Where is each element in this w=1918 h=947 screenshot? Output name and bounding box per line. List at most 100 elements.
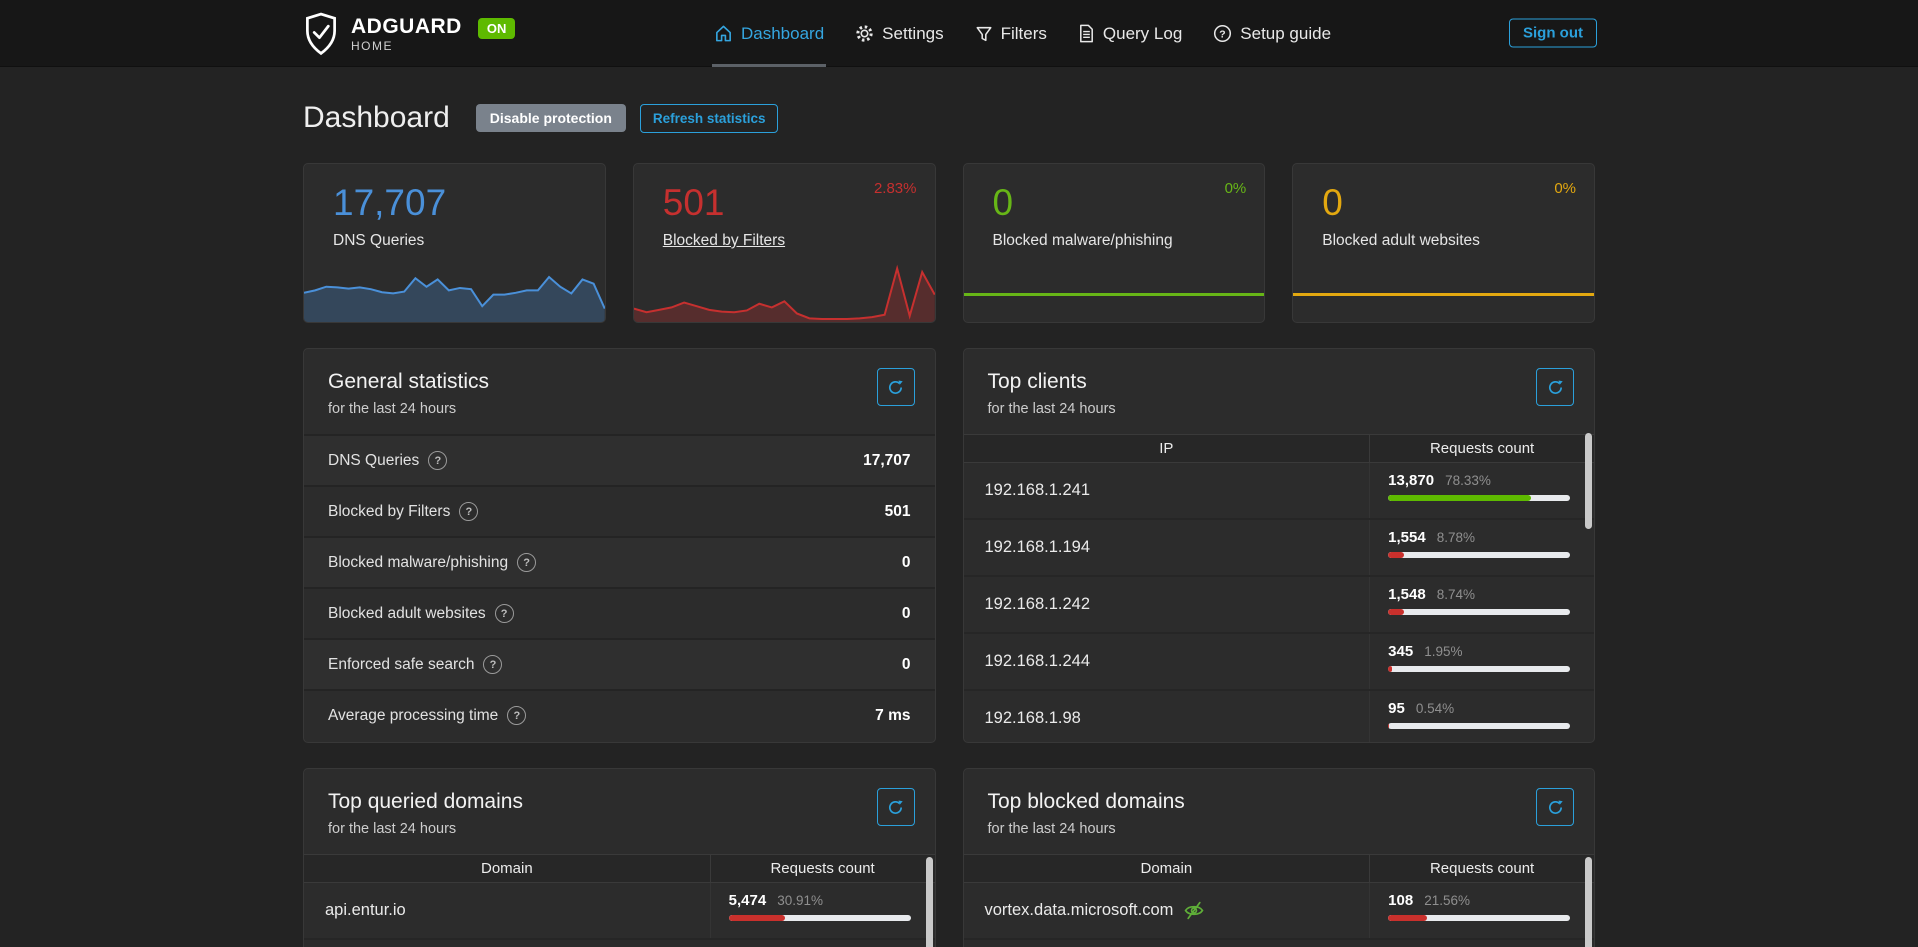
client-ip[interactable]: 192.168.1.244 bbox=[984, 652, 1091, 670]
progress-bar bbox=[1388, 915, 1570, 921]
panel-subtitle: for the last 24 hours bbox=[987, 401, 1116, 417]
help-circle-icon: ? bbox=[1214, 24, 1232, 43]
panel-title: Top blocked domains bbox=[987, 790, 1185, 813]
panel-title: General statistics bbox=[328, 370, 490, 393]
stat-label: DNS Queries bbox=[328, 451, 420, 469]
brand-name: ADGUARD bbox=[351, 14, 462, 38]
domain-name[interactable]: vortex.data.microsoft.com bbox=[984, 901, 1174, 919]
column-header-requests[interactable]: Requests count bbox=[1429, 440, 1535, 457]
refresh-panel-button[interactable] bbox=[876, 368, 915, 406]
help-icon[interactable]: ? bbox=[428, 451, 448, 470]
domain-name[interactable]: api.entur.io bbox=[325, 901, 406, 919]
top-blocked-table: vortex.data.microsoft.com 108 21.56% bbox=[963, 883, 1594, 940]
requests-count: 5,474 bbox=[728, 892, 767, 909]
nav-item-settings[interactable]: Settings bbox=[853, 0, 945, 67]
top-queried-table: api.entur.io 5,474 30.91% bbox=[304, 883, 935, 940]
scrollbar-thumb[interactable] bbox=[1585, 433, 1592, 529]
refresh-icon bbox=[1548, 800, 1563, 814]
stat-value: 0 bbox=[901, 604, 911, 622]
column-header-ip[interactable]: IP bbox=[964, 435, 1371, 462]
requests-percent: 1.95% bbox=[1424, 644, 1463, 659]
table-row: 192.168.1.244 345 1.95% bbox=[963, 634, 1594, 691]
nav-label: Setup guide bbox=[1240, 23, 1332, 43]
panel-subtitle: for the last 24 hours bbox=[328, 401, 457, 417]
tracker-blocked-icon[interactable] bbox=[1183, 901, 1205, 920]
progress-bar bbox=[1388, 552, 1570, 558]
requests-percent: 30.91% bbox=[777, 893, 824, 908]
refresh-icon bbox=[888, 800, 903, 814]
protection-status-badge: ON bbox=[477, 18, 516, 39]
top-queried-domains-panel: Top queried domains for the last 24 hour… bbox=[303, 768, 936, 947]
requests-count: 1,554 bbox=[1388, 529, 1426, 546]
stat-value: 0 bbox=[901, 553, 911, 571]
client-ip[interactable]: 192.168.1.242 bbox=[984, 595, 1091, 613]
stat-row: Enforced safe search? 0 bbox=[304, 638, 935, 689]
stat-label: Blocked by Filters bbox=[328, 502, 451, 520]
client-ip[interactable]: 192.168.1.98 bbox=[984, 709, 1081, 727]
help-icon[interactable]: ? bbox=[494, 604, 514, 623]
stat-cards-row: 17,707 DNS Queries 501 Blocked by Filter… bbox=[303, 163, 1595, 323]
scrollbar-thumb[interactable] bbox=[1585, 857, 1592, 947]
requests-percent: 8.78% bbox=[1436, 530, 1475, 545]
requests-count: 13,870 bbox=[1388, 472, 1435, 489]
table-header: Domain Requests count bbox=[963, 854, 1594, 883]
table-header: Domain Requests count bbox=[304, 854, 935, 883]
client-ip[interactable]: 192.168.1.241 bbox=[984, 481, 1091, 499]
table-row: 192.168.1.242 1,548 8.74% bbox=[963, 577, 1594, 634]
disable-protection-button[interactable]: Disable protection bbox=[475, 104, 626, 132]
column-header-requests[interactable]: Requests count bbox=[1429, 860, 1535, 877]
nav-label: Dashboard bbox=[741, 23, 825, 43]
card-blocked-adult: 0 Blocked adult websites 0% bbox=[1292, 163, 1595, 323]
blocked-filters-sparkline bbox=[633, 258, 935, 322]
progress-bar bbox=[1388, 666, 1570, 672]
stat-row: DNS Queries? 17,707 bbox=[304, 434, 935, 485]
panel-subtitle: for the last 24 hours bbox=[987, 821, 1116, 837]
adguard-logo[interactable]: ADGUARD HOME ON bbox=[303, 0, 516, 67]
requests-count: 95 bbox=[1388, 700, 1405, 717]
card-blocked-malware: 0 Blocked malware/phishing 0% bbox=[962, 163, 1266, 323]
panel-title: Top queried domains bbox=[328, 790, 523, 813]
column-header-domain[interactable]: Domain bbox=[304, 855, 711, 882]
top-navbar: ADGUARD HOME ON Dashboard Settings Filte… bbox=[0, 0, 1918, 67]
nav-item-query-log[interactable]: Query Log bbox=[1076, 0, 1184, 67]
client-ip[interactable]: 192.168.1.194 bbox=[984, 538, 1091, 556]
column-header-requests[interactable]: Requests count bbox=[770, 860, 875, 877]
table-row: vortex.data.microsoft.com 108 21.56% bbox=[963, 883, 1594, 940]
table-row: api.entur.io 5,474 30.91% bbox=[304, 883, 935, 940]
help-icon[interactable]: ? bbox=[507, 706, 527, 725]
sign-out-button[interactable]: Sign out bbox=[1509, 18, 1597, 48]
scrollbar-thumb[interactable] bbox=[925, 857, 933, 947]
stat-value: 501 bbox=[884, 502, 911, 520]
refresh-icon bbox=[888, 380, 903, 394]
help-icon[interactable]: ? bbox=[483, 655, 503, 674]
column-header-domain[interactable]: Domain bbox=[964, 855, 1371, 882]
requests-percent: 0.54% bbox=[1415, 701, 1455, 716]
nav-item-filters[interactable]: Filters bbox=[973, 0, 1049, 67]
stat-value: 7 ms bbox=[875, 706, 911, 724]
table-row: 192.168.1.241 13,870 78.33% bbox=[963, 463, 1594, 520]
panel-subtitle: for the last 24 hours bbox=[328, 821, 457, 837]
nav-item-dashboard[interactable]: Dashboard bbox=[712, 0, 827, 67]
refresh-panel-button[interactable] bbox=[1536, 788, 1574, 826]
table-header: IP Requests count bbox=[963, 434, 1594, 463]
gear-icon bbox=[856, 25, 873, 42]
help-icon[interactable]: ? bbox=[459, 502, 479, 521]
page-title: Dashboard bbox=[303, 101, 450, 134]
progress-bar bbox=[1388, 723, 1570, 729]
stat-value: 17,707 bbox=[863, 451, 911, 469]
refresh-panel-button[interactable] bbox=[1536, 368, 1574, 406]
progress-bar bbox=[1388, 609, 1570, 615]
refresh-panel-button[interactable] bbox=[876, 788, 915, 826]
help-icon[interactable]: ? bbox=[517, 553, 537, 572]
general-statistics-panel: General statistics for the last 24 hours… bbox=[303, 348, 936, 743]
stat-row: Average processing time? 7 ms bbox=[304, 689, 935, 740]
blocked-by-filters-link[interactable]: Blocked by Filters bbox=[662, 232, 786, 249]
nav-item-setup-guide[interactable]: ? Setup guide bbox=[1211, 0, 1333, 67]
card-label: Blocked adult websites bbox=[1322, 232, 1480, 249]
dns-queries-sparkline bbox=[304, 258, 605, 322]
requests-percent: 21.56% bbox=[1424, 893, 1470, 908]
stat-label: Enforced safe search bbox=[328, 655, 475, 673]
refresh-statistics-button[interactable]: Refresh statistics bbox=[639, 103, 779, 133]
shield-logo-icon bbox=[303, 12, 339, 56]
panels-row-1: General statistics for the last 24 hours… bbox=[303, 348, 1595, 743]
